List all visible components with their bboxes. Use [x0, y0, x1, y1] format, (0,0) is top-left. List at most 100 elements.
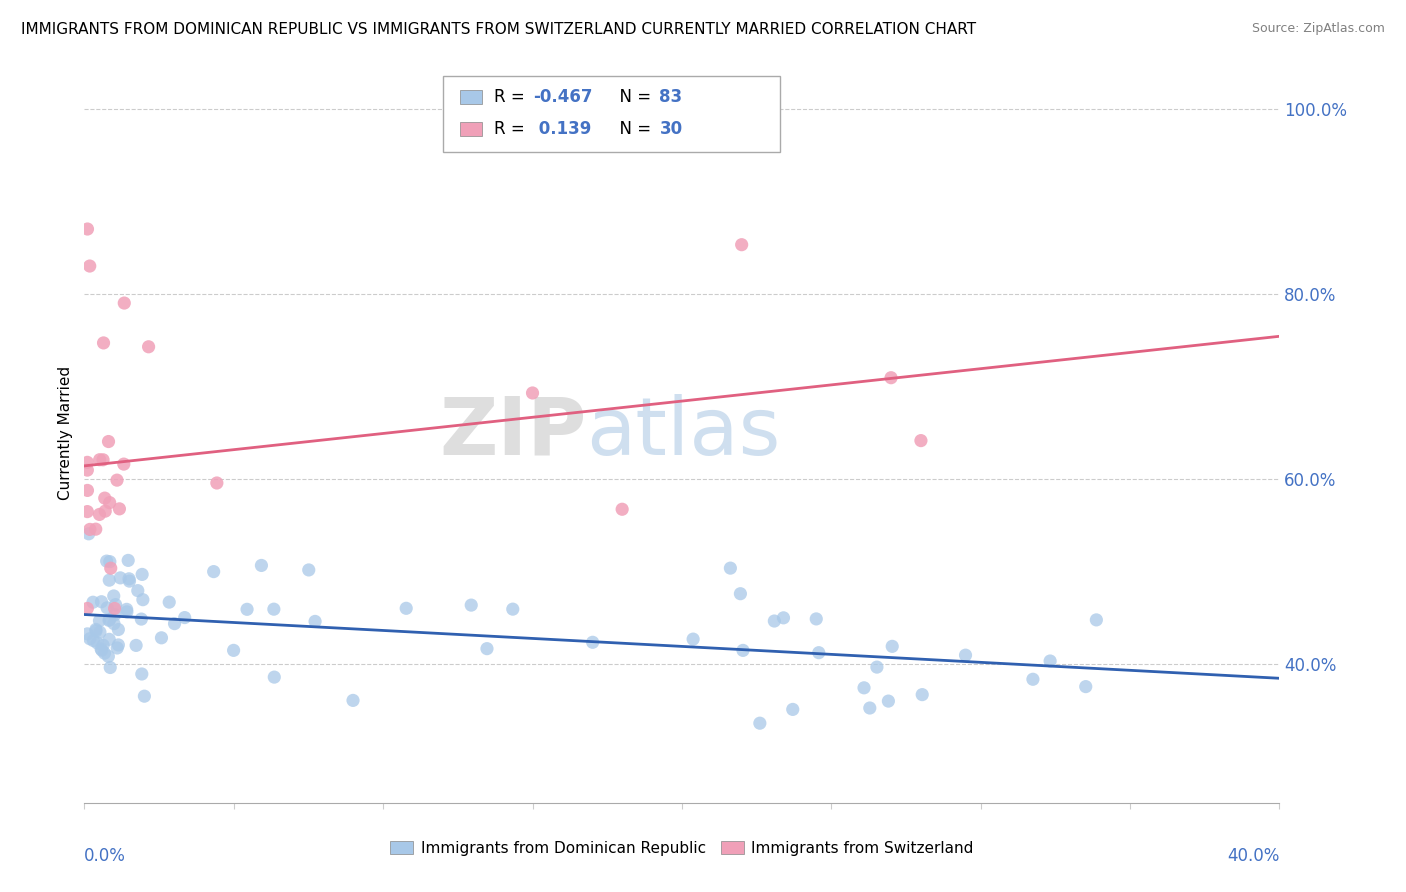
Text: 40.0%: 40.0% — [1227, 847, 1279, 865]
Point — [163, 616, 186, 631]
Point — [98, 573, 121, 587]
Point — [84, 623, 107, 637]
Point — [105, 640, 128, 655]
Point — [250, 558, 273, 573]
Point — [806, 612, 828, 626]
Point — [86, 636, 108, 650]
Point — [108, 501, 131, 516]
Point — [79, 523, 101, 537]
Point — [76, 463, 98, 477]
Point — [79, 259, 101, 273]
Point — [1074, 680, 1097, 694]
Point — [115, 605, 138, 619]
Point — [205, 475, 228, 490]
Point — [89, 625, 111, 640]
Text: IMMIGRANTS FROM DOMINICAN REPUBLIC VS IMMIGRANTS FROM SWITZERLAND CURRENTLY MARR: IMMIGRANTS FROM DOMINICAN REPUBLIC VS IM… — [21, 22, 976, 37]
Point — [263, 602, 285, 616]
Point — [131, 612, 153, 626]
Point — [955, 648, 977, 662]
Point — [138, 340, 160, 354]
Point — [1022, 673, 1045, 687]
Point — [131, 667, 153, 681]
Point — [96, 554, 118, 568]
Text: 83: 83 — [659, 88, 682, 106]
Point — [76, 455, 98, 469]
Point — [104, 607, 127, 622]
Point — [134, 689, 156, 703]
Point — [91, 452, 114, 467]
Point — [76, 627, 98, 641]
Point — [110, 571, 132, 585]
Point — [89, 614, 111, 628]
Point — [748, 716, 770, 731]
Point — [522, 386, 544, 401]
Point — [304, 615, 326, 629]
Text: R =: R = — [494, 120, 530, 138]
Text: R =: R = — [494, 88, 530, 106]
Point — [104, 598, 127, 612]
Point — [98, 495, 121, 509]
Point — [730, 587, 752, 601]
Text: Source: ZipAtlas.com: Source: ZipAtlas.com — [1251, 22, 1385, 36]
Point — [682, 632, 704, 647]
Point — [298, 563, 321, 577]
Point — [718, 561, 741, 575]
Text: 0.0%: 0.0% — [84, 847, 127, 865]
Point — [112, 296, 135, 310]
Point — [98, 632, 121, 647]
Point — [173, 610, 195, 624]
Point — [911, 688, 934, 702]
Point — [97, 434, 120, 449]
Point — [853, 681, 876, 695]
Point — [104, 601, 127, 615]
Point — [132, 592, 155, 607]
Point — [93, 646, 115, 660]
Point — [76, 222, 98, 236]
Point — [98, 660, 121, 674]
Point — [118, 572, 141, 586]
Point — [90, 595, 112, 609]
Text: N =: N = — [609, 88, 657, 106]
Point — [910, 434, 932, 448]
Point — [93, 335, 115, 350]
Legend: Immigrants from Dominican Republic, Immigrants from Switzerland: Immigrants from Dominican Republic, Immi… — [384, 835, 980, 862]
Point — [100, 561, 122, 575]
Point — [342, 693, 364, 707]
Point — [782, 702, 804, 716]
Point — [97, 649, 120, 664]
Point — [117, 553, 139, 567]
Point — [91, 638, 114, 652]
Point — [236, 602, 259, 616]
Text: -0.467: -0.467 — [533, 88, 592, 106]
Point — [395, 601, 418, 615]
Point — [115, 602, 138, 616]
Point — [882, 640, 904, 654]
Point — [103, 616, 125, 631]
Point — [84, 522, 107, 536]
Text: ZIP: ZIP — [439, 393, 586, 472]
Point — [79, 632, 101, 646]
Point — [150, 631, 173, 645]
Point — [98, 555, 121, 569]
Point — [202, 565, 225, 579]
Point — [460, 598, 482, 612]
Point — [859, 701, 882, 715]
Point — [82, 633, 104, 648]
Point — [582, 635, 605, 649]
Point — [96, 600, 118, 615]
Point — [77, 526, 100, 541]
Point — [877, 694, 900, 708]
Point — [76, 505, 98, 519]
Point — [90, 642, 112, 657]
Point — [112, 457, 135, 471]
Point — [157, 595, 180, 609]
Point — [612, 502, 634, 516]
Point — [98, 613, 121, 627]
Point — [103, 589, 125, 603]
Point — [866, 660, 889, 674]
Point — [475, 641, 498, 656]
Point — [131, 567, 153, 582]
Point — [222, 643, 245, 657]
Point — [772, 611, 794, 625]
Point — [125, 639, 148, 653]
